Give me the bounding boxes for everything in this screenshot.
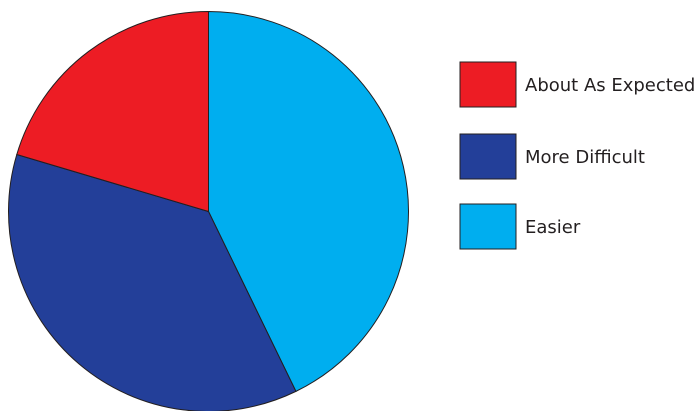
legend-entry-about-as-expected: About As Expected [459, 61, 695, 108]
legend-entry-more-difficult: More Difficult [459, 133, 645, 180]
pie-slices [8, 10, 409, 411]
legend-swatch-about-as-expected [459, 61, 517, 108]
legend-swatch-more-difficult [459, 133, 517, 180]
legend-label-about-as-expected: About As Expected [525, 75, 695, 96]
legend-entry-easier: Easier [459, 203, 581, 250]
pie-slice-more-difficult [8, 153, 297, 411]
legend-label-easier: Easier [525, 217, 581, 238]
legend-swatch-easier [459, 203, 517, 250]
pie-slice-about-as-expected [16, 10, 209, 213]
legend: About As Expected More Difficult Easier [459, 61, 695, 250]
legend-label-more-difficult: More Difficult [525, 147, 645, 168]
pie-slice-easier [208, 10, 409, 393]
